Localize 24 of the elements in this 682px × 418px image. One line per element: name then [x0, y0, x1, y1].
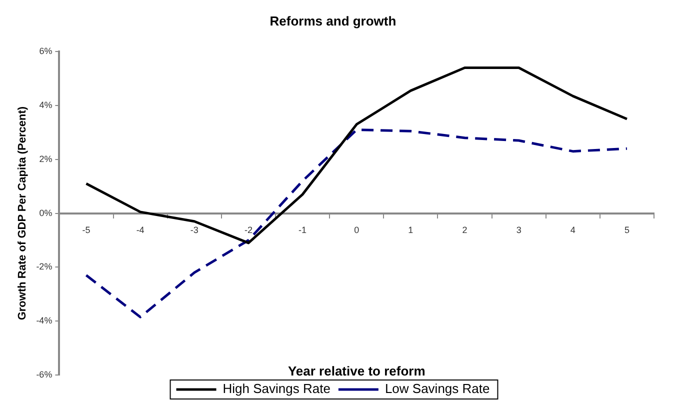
x-tick-label: -3	[190, 225, 198, 236]
x-tick-label: 5	[624, 225, 630, 236]
legend-label: High Savings Rate	[222, 381, 330, 396]
legend-label: Low Savings Rate	[384, 381, 490, 396]
y-tick-label: 6%	[39, 46, 52, 56]
y-axis-title: Growth Rate of GDP Per Capita (Percent)	[16, 106, 29, 320]
x-tick-label: 2	[462, 225, 468, 236]
y-tick-label: -2%	[36, 262, 52, 272]
chart-title: Reforms and growth	[270, 13, 396, 28]
y-tick-label: 2%	[39, 154, 52, 164]
y-tick-label: -4%	[36, 316, 52, 326]
x-tick-label: 0	[354, 225, 360, 236]
x-tick-label: -2	[244, 225, 252, 236]
y-tick-label: -6%	[36, 369, 52, 380]
y-tick-label: 0%	[39, 208, 52, 218]
x-axis-title: Year relative to reform	[288, 363, 426, 378]
x-tick-label: 1	[408, 225, 414, 236]
y-tick-label: 4%	[39, 100, 52, 110]
line-series	[84, 128, 628, 318]
x-tick-label: -5	[82, 225, 90, 236]
x-tick-label: 3	[516, 225, 522, 236]
x-tick-label: 4	[570, 225, 576, 236]
x-tick-label: -4	[136, 225, 144, 236]
x-tick-label: -1	[298, 225, 307, 236]
